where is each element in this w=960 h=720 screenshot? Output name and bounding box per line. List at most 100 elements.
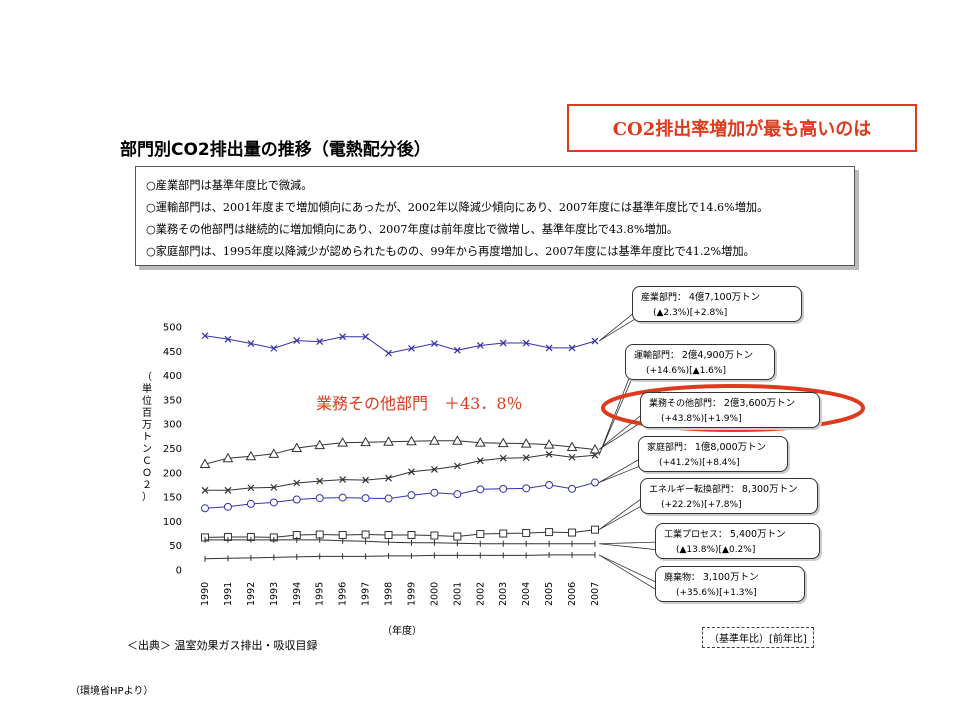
data-point xyxy=(291,442,303,453)
x-tick-label: 2007 xyxy=(590,582,601,606)
data-point xyxy=(315,494,324,503)
x-tick-label: 2002 xyxy=(475,582,486,606)
data-point xyxy=(568,344,576,352)
callout-change: (▲2.3%)[+2.8%] xyxy=(653,308,728,318)
data-point xyxy=(361,494,370,503)
y-axis-title-char: ） xyxy=(142,492,152,503)
callout-change: (+22.2%)[+7.8%] xyxy=(661,500,742,510)
summary-line-4: ○家庭部門は、1995年度以降減少が認められたものの、99年から再度増加し、20… xyxy=(146,245,755,258)
data-point xyxy=(223,502,232,511)
data-point xyxy=(474,437,486,447)
data-point xyxy=(522,529,531,538)
callout-label: 運輸部門： xyxy=(634,351,680,361)
x-tick-label: 1997 xyxy=(361,582,372,606)
data-point xyxy=(199,458,211,469)
y-tick-label: 0 xyxy=(176,566,182,577)
x-tick-label: 1995 xyxy=(315,582,326,606)
callout-waste: 廃棄物： 3,100万トン (+35.6%)[+1.3%] xyxy=(655,566,805,602)
y-tick-label: 500 xyxy=(163,323,182,334)
data-point xyxy=(360,436,371,447)
y-tick-label: 300 xyxy=(163,420,182,431)
data-point xyxy=(385,474,392,482)
data-point xyxy=(247,484,255,492)
callout-change: (▲13.8%)[▲0.2%] xyxy=(676,545,756,555)
x-axis-title: （年度） xyxy=(382,626,422,637)
data-point xyxy=(497,437,509,448)
data-point xyxy=(522,484,531,493)
data-point xyxy=(245,450,257,461)
callout-label: 工業プロセス： xyxy=(664,530,728,540)
data-point xyxy=(429,435,440,445)
callout-industrial-process: 工業プロセス： 5,400万トン (▲13.8%)[▲0.2%] xyxy=(655,523,820,559)
data-point xyxy=(476,485,485,494)
data-point xyxy=(201,332,209,340)
y-tick-label: 150 xyxy=(163,493,182,504)
callout-amount: 2億4,900万トン xyxy=(681,350,754,361)
callout-transport: 運輸部門： 2億4,900万トン (+14.6%)[▲1.6%] xyxy=(625,344,775,380)
callout-industry: 産業部門： 4億7,100万トン (▲2.3%)[+2.8%] xyxy=(632,286,802,322)
data-point xyxy=(247,340,255,347)
x-tick-label: 1991 xyxy=(223,582,234,606)
source-label: ＜出典＞ 温室効果ガス排出・吸収目録 xyxy=(127,639,318,652)
series-dash xyxy=(204,551,596,562)
callout-change: (+14.6%)[▲1.6%] xyxy=(646,366,726,376)
data-point xyxy=(430,488,439,497)
series-line xyxy=(204,482,596,509)
data-point xyxy=(453,532,462,541)
callout-label: 廃棄物： xyxy=(664,573,701,583)
data-point xyxy=(476,457,484,465)
data-point xyxy=(545,344,553,352)
credit-label: （環境省HPより） xyxy=(70,686,154,697)
data-point xyxy=(520,438,532,448)
data-point xyxy=(522,454,530,462)
data-point xyxy=(591,451,599,459)
y-tick-label: 350 xyxy=(163,395,182,406)
data-point xyxy=(499,454,507,462)
callout-residential: 家庭部門： 1億8,000万トン (+41.2%)[+8.4%] xyxy=(638,436,788,472)
data-point xyxy=(269,498,278,507)
highlight-box: CO2排出率増加が最も高いのは xyxy=(567,104,917,152)
series-line xyxy=(204,529,596,538)
data-point xyxy=(201,504,209,513)
data-point xyxy=(591,478,599,487)
summary-line-3: ○業務その他部門は継続的に増加傾向にあり、2007年度は前年度比で微増し、基準年… xyxy=(146,223,679,236)
y-tick-label: 200 xyxy=(163,468,182,479)
y-axis-title-char: Ｃ xyxy=(142,456,152,467)
callout-change: (+43.8%)[+1.9%] xyxy=(661,414,742,424)
highlight-ellipse xyxy=(601,384,865,432)
series-square xyxy=(201,525,599,542)
data-point xyxy=(268,448,280,458)
x-tick-label: 1998 xyxy=(384,582,395,606)
callout-change: (+41.2%)[+8.4%] xyxy=(659,458,740,468)
callout-amount: 4億7,100万トン xyxy=(688,292,761,303)
y-tick-label: 250 xyxy=(163,444,182,455)
data-point xyxy=(293,479,301,487)
y-axis-title-char: ン xyxy=(142,444,152,455)
series-line xyxy=(204,335,596,354)
callout-label: 家庭部門： xyxy=(647,443,693,453)
data-point xyxy=(476,342,484,349)
data-point xyxy=(246,499,255,508)
data-point xyxy=(292,495,301,504)
data-point xyxy=(385,349,392,357)
data-point xyxy=(407,531,416,540)
data-point xyxy=(476,530,485,539)
callout-energy: エネルギー転換部門： 8,300万トン (+22.2%)[+7.8%] xyxy=(640,478,818,514)
chart-title: 部門別CO2排出量の推移（電熱配分後） xyxy=(120,140,431,160)
data-point xyxy=(339,476,347,484)
callout-leader xyxy=(598,541,661,551)
callout-amount: 8,300万トン xyxy=(741,484,798,495)
y-axis-title-char: 百 xyxy=(142,408,152,419)
summary-line-2: ○運輸部門は、2001年度まで増加傾向にあったが、2002年以降減少傾向にあり、… xyxy=(146,201,769,214)
callout-label: エネルギー転換部門： xyxy=(649,485,740,495)
summary-box: ○産業部門は基準年度比で微減。 ○運輸部門は、2001年度まで増加傾向にあったが… xyxy=(135,166,855,266)
series-triangle xyxy=(199,435,601,469)
data-point xyxy=(316,338,324,346)
sector-highlight-label: 業務その他部門 ＋43．8％ xyxy=(316,394,523,413)
y-tick-label: 100 xyxy=(163,517,182,528)
y-axis-title-char: 位 xyxy=(142,396,152,407)
x-tick-label: 2001 xyxy=(452,582,463,606)
data-point xyxy=(451,435,463,445)
x-tick-label: 1992 xyxy=(246,582,257,606)
